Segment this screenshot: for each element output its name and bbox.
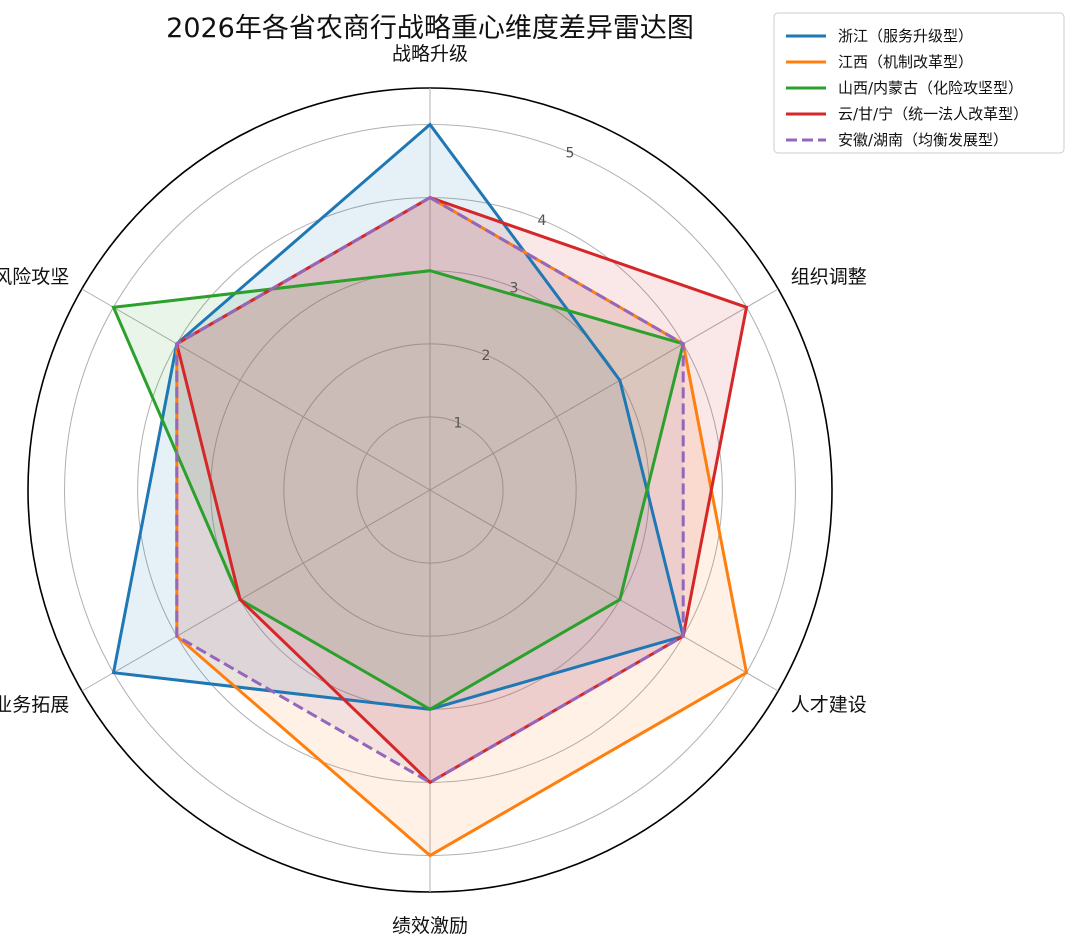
series-area [113,124,684,710]
tick-label: 5 [565,145,574,161]
tick-label: 2 [481,348,490,364]
axis-label: 人才建设 [791,694,867,716]
axis-label: 风险攻坚 [0,266,69,288]
tick-label: 4 [537,213,546,229]
series-area [113,270,684,710]
axis-spoke [81,489,431,692]
radial-tick-labels: 1 2 3 4 5 [454,145,575,431]
legend-label: 安徽/湖南（均衡发展型） [838,131,1008,149]
legend-item: 山西/内蒙古（化险攻坚型） [786,79,1023,97]
tick-label: 1 [454,416,463,432]
legend-box [773,12,1065,154]
axis-label: 绩效激励 [392,915,468,937]
chart-title: 2026年各省农商行战略重心维度差异雷达图 [166,13,694,44]
legend-label: 云/甘/宁（统一法人改革型） [838,105,1028,123]
series-fills [113,124,747,856]
legend-item: 江西（机制改革型） [786,53,973,71]
axis-spoke [429,288,779,491]
series-lines [111,122,749,858]
tick-label: 3 [509,280,518,296]
legend-item: 浙江（服务升级型） [786,27,973,45]
legend-label: 江西（机制改革型） [838,53,973,71]
axis-label: 组织调整 [791,266,867,288]
series-area [176,197,747,783]
legend-label: 山西/内蒙古（化险攻坚型） [838,79,1023,97]
legend-item: 安徽/湖南（均衡发展型） [786,131,1008,149]
series-line [175,195,685,785]
legend-items: 浙江（服务升级型） 江西（机制改革型） 山西/内蒙古（化险攻坚型） 云/甘/宁（统一法… [786,27,1028,149]
legend-item: 云/甘/宁（统一法人改革型） [786,105,1028,123]
axis-spoke [81,288,431,491]
legend: 浙江（服务升级型） 江西（机制改革型） 山西/内蒙古（化险攻坚型） 云/甘/宁（统一法… [773,12,1065,154]
axis-label: 业务拓展 [0,694,69,716]
legend-label: 浙江（服务升级型） [838,27,973,45]
axis-label: 战略升级 [392,43,468,65]
series-area [176,197,747,856]
axis-spoke [429,489,779,692]
